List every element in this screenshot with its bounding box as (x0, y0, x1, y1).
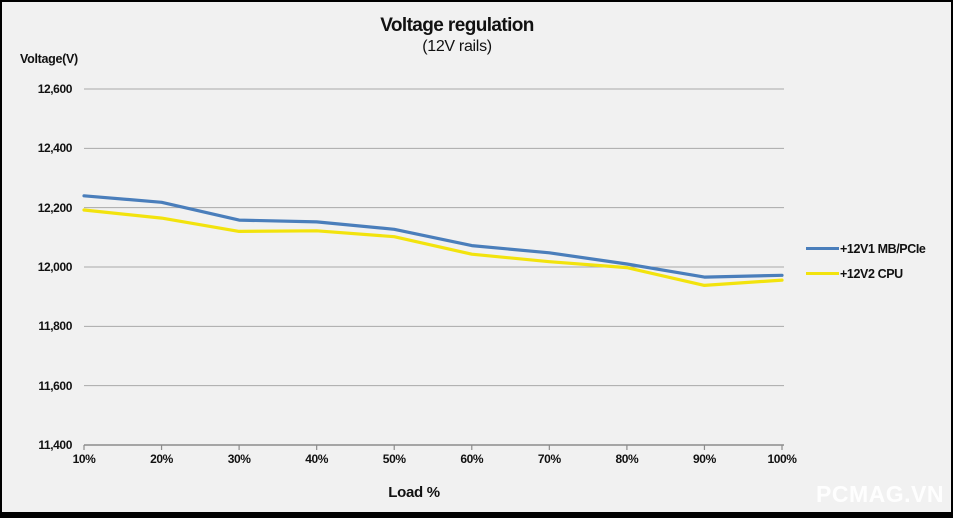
bottom-bar (2, 512, 951, 516)
chart-legend: +12V1 MB/PCIe +12V2 CPU (806, 236, 926, 286)
watermark-pcmag: PCMAG.VN (816, 481, 944, 507)
x-tick-label: 40% (305, 452, 329, 466)
y-tick-label: 11,600 (38, 378, 72, 393)
y-tick-label: 12,200 (37, 200, 73, 215)
x-tick-label: 20% (150, 452, 173, 466)
x-tick-label: 50% (382, 452, 406, 466)
x-tick-label: 100% (767, 452, 797, 466)
legend-item-12v2: +12V2 CPU (806, 261, 925, 286)
x-axis-title: Load % (388, 484, 440, 501)
legend-line-swatch (806, 272, 839, 275)
x-tick-label: 30% (227, 452, 251, 466)
y-tick-label: 11,800 (38, 319, 72, 334)
legend-item-12v1: +12V1 MB/PCIe (806, 236, 926, 261)
y-tick-label: 12,000 (37, 260, 73, 274)
legend-line-swatch (806, 247, 839, 250)
y-tick-label: 12,400 (37, 141, 73, 156)
y-axis-title: Voltage(V) (20, 52, 78, 66)
series-line-12v2 (82, 208, 784, 287)
x-tick-label: 60% (460, 452, 484, 466)
y-tick-label: 12,600 (37, 82, 73, 96)
series-line-12v1 (82, 194, 784, 279)
x-tick-label: 80% (615, 452, 639, 466)
legend-label: +12V2 CPU (840, 266, 903, 281)
x-tick-label: 70% (537, 452, 561, 466)
legend-label: +12V1 MB/PCIe (840, 241, 926, 256)
x-tick-label: 90% (693, 452, 716, 466)
y-tick-label: 11,400 (38, 438, 72, 452)
x-tick-label: 10% (72, 452, 96, 466)
